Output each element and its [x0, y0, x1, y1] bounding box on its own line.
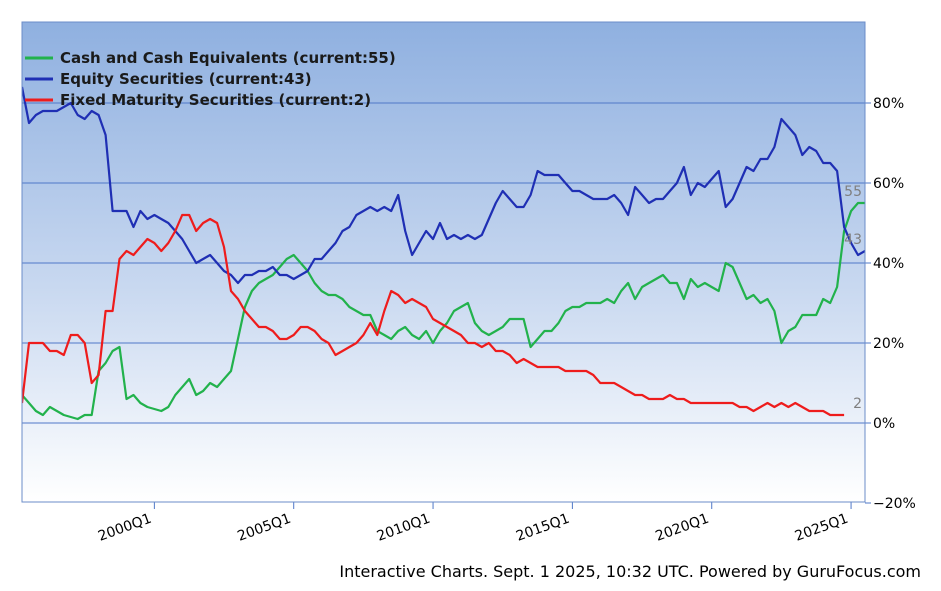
end-value-label: 43	[844, 232, 862, 248]
y-tick-label: 60%	[873, 176, 904, 192]
x-tick-label: 2020Q1	[653, 511, 711, 545]
plot-background	[22, 22, 865, 502]
x-tick-label: 2015Q1	[514, 511, 572, 545]
series-line-1[interactable]	[22, 86, 865, 285]
x-tick-label: 2025Q1	[793, 511, 851, 545]
x-axis: 2000Q1 2005Q1 2010Q1 2015Q1 2020Q1 2025Q1	[96, 502, 852, 545]
end-value-label: 55	[844, 184, 862, 200]
series-line-0[interactable]	[22, 201, 865, 421]
legend-item-label[interactable]: Cash and Cash Equivalents (current:55)	[60, 49, 396, 67]
y-tick-label: 20%	[873, 336, 904, 352]
grid-lines	[22, 102, 865, 424]
series-lines	[22, 86, 865, 421]
legend-item-label[interactable]: Fixed Maturity Securities (current:2)	[60, 91, 371, 109]
end-value-label: 2	[853, 396, 862, 412]
y-tick-label: −20%	[873, 496, 916, 512]
y-tick-label: 40%	[873, 256, 904, 272]
legend[interactable]: Cash and Cash Equivalents (current:55) Eq…	[25, 49, 396, 109]
x-tick-label: 2010Q1	[375, 511, 433, 545]
credit-text[interactable]: Interactive Charts. Sept. 1 2025, 10:32 …	[339, 562, 921, 581]
series-line-2[interactable]	[22, 213, 845, 417]
end-labels: 55 43 2	[844, 184, 862, 412]
y-tick-label: 0%	[873, 416, 895, 432]
plot-border	[21, 21, 866, 503]
x-tick-label: 2005Q1	[235, 511, 293, 545]
legend-item-label[interactable]: Equity Securities (current:43)	[60, 70, 312, 88]
y-tick-label: 80%	[873, 96, 904, 112]
y-axis: 80% 60% 40% 20% 0% −20%	[865, 96, 916, 512]
x-tick-label: 2000Q1	[96, 511, 154, 545]
